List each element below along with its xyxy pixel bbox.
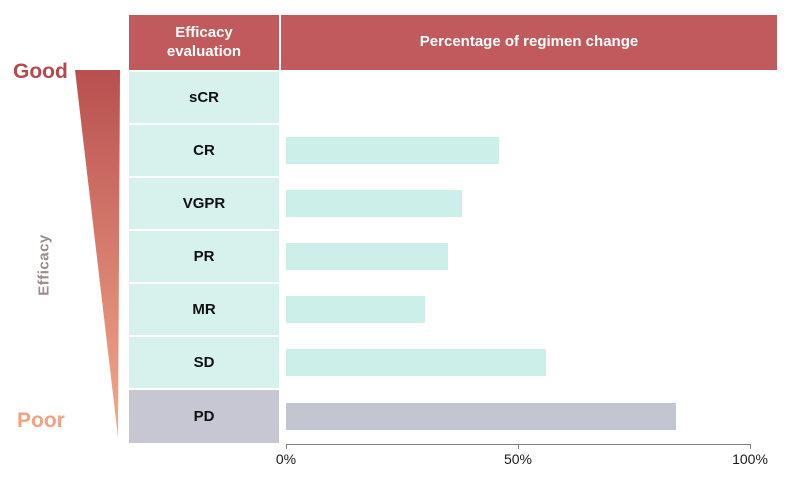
- poor-label: Poor: [17, 409, 65, 432]
- bar-MR: [286, 296, 425, 323]
- row-label-MR: MR: [129, 284, 279, 335]
- row-label-VGPR: VGPR: [129, 178, 279, 229]
- regimen-change-header: Percentage of regimen change: [281, 15, 777, 70]
- row-label-PR: PR: [129, 231, 279, 282]
- x-axis-tick: [750, 444, 751, 449]
- bar-CR: [286, 137, 499, 164]
- bar-PD: [286, 403, 676, 430]
- efficacy-axis-label: Efficacy: [35, 234, 53, 296]
- row-label-SD: SD: [129, 337, 279, 388]
- x-axis-tick: [286, 444, 287, 449]
- row-label-CR: CR: [129, 125, 279, 176]
- good-label: Good: [13, 60, 68, 83]
- x-axis-tick: [518, 444, 519, 449]
- bar-PR: [286, 243, 448, 270]
- bar-SD: [286, 349, 546, 376]
- x-axis-tick-label: 0%: [275, 451, 297, 467]
- efficacy-evaluation-header: Efficacy evaluation: [129, 15, 279, 70]
- x-axis-tick-label: 100%: [732, 451, 768, 467]
- x-axis-tick-label: 50%: [503, 451, 533, 467]
- row-label-PD: PD: [129, 390, 279, 443]
- bar-VGPR: [286, 190, 462, 217]
- row-label-sCR: sCR: [129, 72, 279, 123]
